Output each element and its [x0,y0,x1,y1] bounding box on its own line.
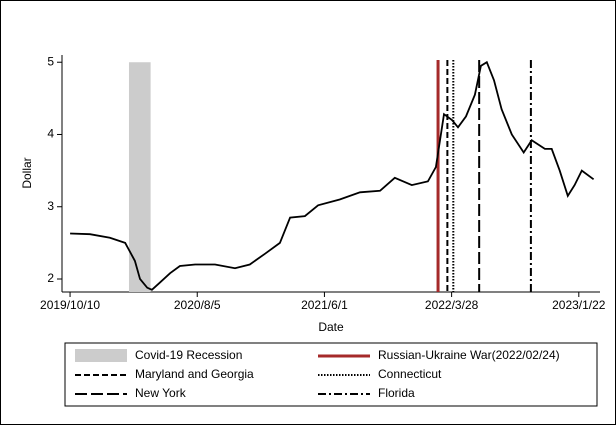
legend-label: Connecticut [378,367,442,381]
x-tick-label: 2021/6/1 [301,298,348,312]
legend-label: New York [135,386,187,400]
y-tick-label: 4 [47,127,54,141]
x-tick-label: 2019/10/10 [40,298,100,312]
y-tick-label: 5 [47,54,54,68]
recession-shade [128,62,151,292]
legend-label: Covid-19 Recession [135,348,242,362]
y-axis-label: Dollar [20,157,34,188]
x-tick-label: 2022/3/28 [425,298,479,312]
x-tick-label: 2023/1/22 [552,298,606,312]
price-line [70,60,595,291]
y-tick-label: 3 [47,199,54,213]
legend-label: Florida [378,386,415,400]
x-tick-label: 2020/8/5 [174,298,221,312]
legend-swatch [75,349,127,362]
x-axis-label: Date [318,320,344,334]
legend-label: Russian-Ukraine War(2022/02/24) [378,348,560,362]
legend-label: Maryland and Georgia [135,367,254,381]
y-tick-label: 2 [47,271,54,285]
